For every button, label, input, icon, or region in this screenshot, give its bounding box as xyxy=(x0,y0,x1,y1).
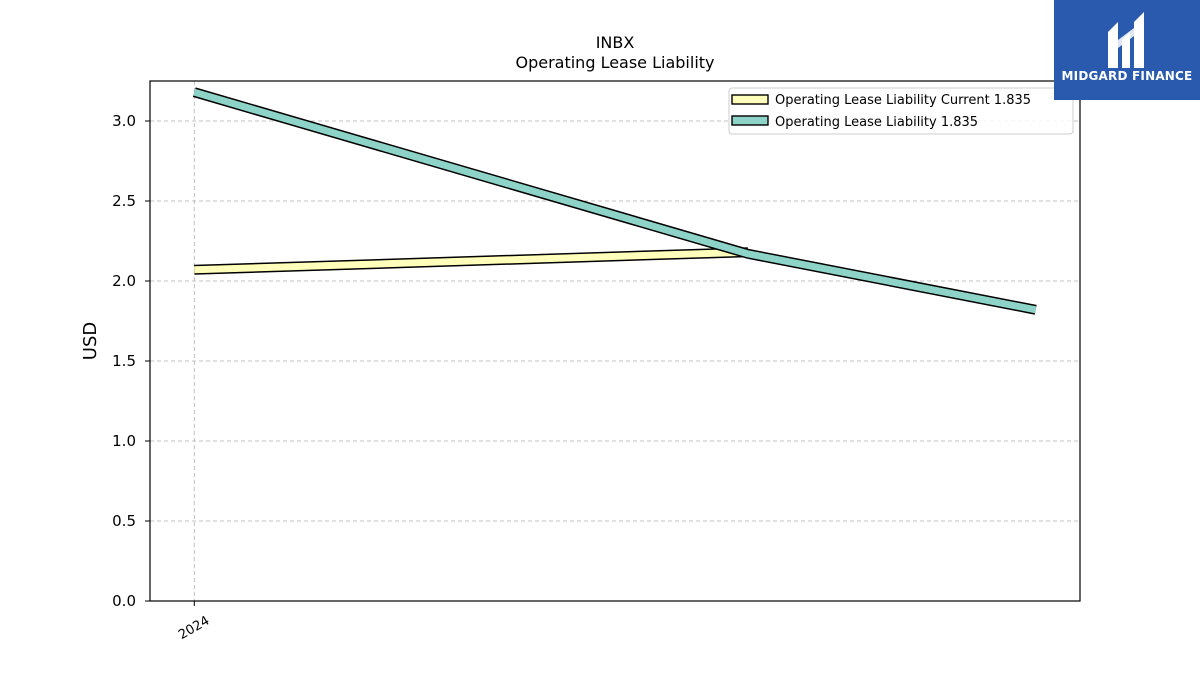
legend: Operating Lease Liability Current 1.835 … xyxy=(728,87,1074,135)
y-tick-label: 0.5 xyxy=(112,512,136,530)
plot-frame xyxy=(149,80,1081,602)
legend-swatch xyxy=(731,115,769,126)
series-line xyxy=(194,248,749,274)
y-tick-label: 2.5 xyxy=(112,192,136,210)
y-axis-label: USD xyxy=(80,322,101,360)
y-tick-label: 2.0 xyxy=(112,272,136,290)
y-tick-label: 3.0 xyxy=(112,112,136,130)
brand-logo: MIDGARD FINANCE xyxy=(1054,0,1200,100)
x-axis: 2024 xyxy=(176,601,212,643)
series-layer xyxy=(192,87,1037,315)
x-tick-label: 2024 xyxy=(176,613,212,643)
chart-title: INBX xyxy=(596,33,635,52)
series-line xyxy=(193,88,1037,314)
brand-logo-icon xyxy=(1108,12,1144,68)
legend-swatch xyxy=(731,94,769,105)
y-axis: 0.0 0.5 1.0 1.5 2.0 2.5 3.0 xyxy=(112,112,150,610)
legend-entry: Operating Lease Liability Current 1.835 xyxy=(775,93,1031,108)
chart-subtitle: Operating Lease Liability xyxy=(515,53,714,72)
y-tick-label: 1.5 xyxy=(112,352,136,370)
brand-name: MIDGARD FINANCE xyxy=(1061,69,1193,83)
y-tick-label: 0.0 xyxy=(112,592,136,610)
grid xyxy=(150,81,1080,601)
legend-box xyxy=(728,87,1074,135)
legend-entry: Operating Lease Liability 1.835 xyxy=(775,115,978,130)
y-tick-label: 1.0 xyxy=(112,432,136,450)
